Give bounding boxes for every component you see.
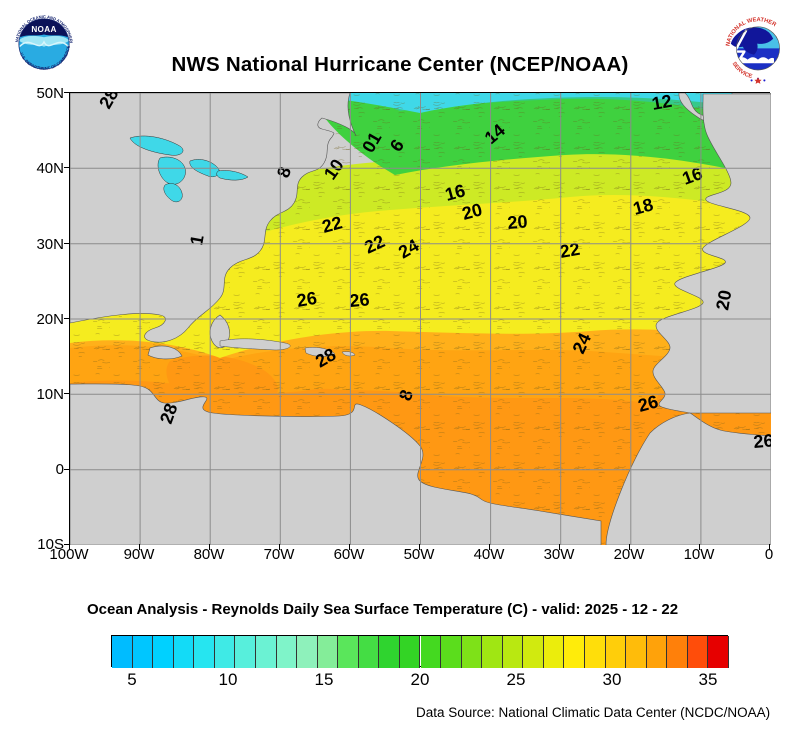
svg-text:26: 26 bbox=[349, 289, 371, 311]
svg-text:26: 26 bbox=[753, 430, 771, 452]
svg-text:NOAA: NOAA bbox=[31, 25, 56, 34]
svg-text:22: 22 bbox=[558, 239, 581, 262]
svg-text:20: 20 bbox=[507, 211, 529, 233]
svg-text:20: 20 bbox=[712, 288, 735, 311]
svg-text:26: 26 bbox=[295, 288, 318, 311]
svg-text:12: 12 bbox=[650, 93, 673, 114]
